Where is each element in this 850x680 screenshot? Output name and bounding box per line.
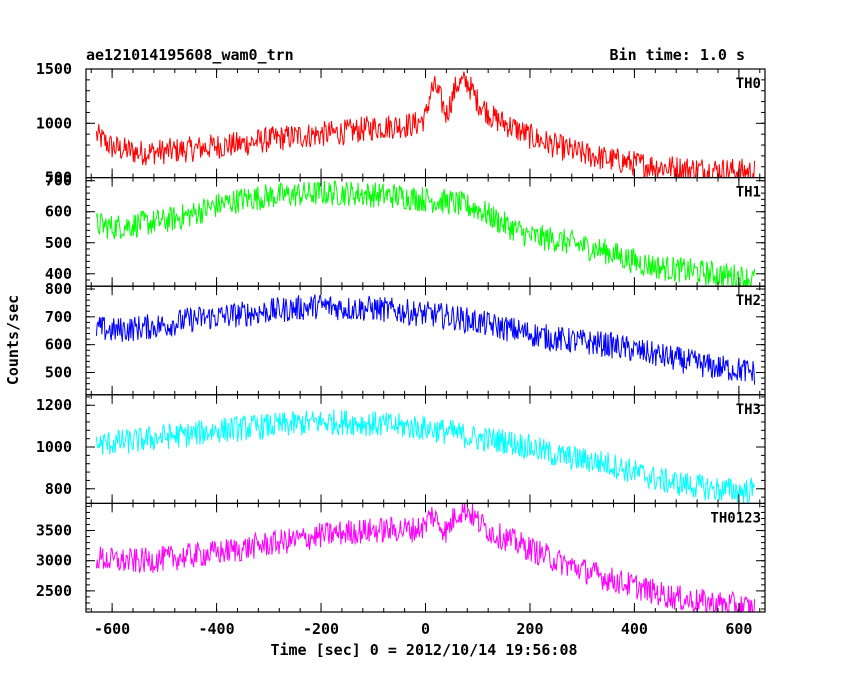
panel-label: TH1 [736,185,761,201]
y-tick-label: 500 [45,234,72,252]
y-tick-label: 800 [45,480,72,498]
y-tick-label: 600 [45,336,72,354]
y-tick-label: 1000 [36,438,72,456]
y-tick-label: 500 [45,364,72,382]
y-tick-label: 600 [45,203,72,221]
panel-th1: 400 500 600 700 TH1 [45,172,766,287]
panel-frame [85,285,766,396]
x-tick-label: -400 [199,620,235,638]
x-tick-label: -600 [94,620,130,638]
panel-label: TH3 [736,402,761,418]
series-line-th1 [95,180,756,287]
panel-frame [85,68,766,179]
x-axis-label: Time [sec] 0 = 2012/10/14 19:56:08 [270,641,577,659]
y-tick-label: 1000 [36,114,72,132]
y-tick-label: 1200 [36,396,72,414]
y-tick-label: 3000 [36,552,72,570]
series-line-th0 [95,71,756,178]
x-tick-label: 600 [725,620,752,638]
y-tick-label: 700 [45,308,72,326]
panel-frame [85,177,766,287]
panels-group: 500 1000 1500 TH0 400 500 600 700 TH1 500 600 700 80… [36,60,766,638]
y-tick-label: 3500 [36,522,72,540]
y-tick-label: 2500 [36,582,72,600]
panel-th3: 800 1000 1200 TH3 [36,394,766,504]
x-tick-label: 200 [516,620,543,638]
y-tick-label: 800 [45,280,72,298]
panel-frame [85,502,766,613]
y-axis-label: Counts/sec [4,295,22,385]
panel-th0123: 2500 3000 3500 TH0123 -600 -400 -200 0 200 400 600 [36,502,766,638]
panel-label: TH0 [736,76,761,92]
panel-label: TH0123 [710,510,761,526]
chart-title: ae121014195608_wam0_trn [86,46,294,64]
bin-time-label: Bin time: 1.0 s [610,46,745,64]
x-tick-label: -200 [303,620,339,638]
panel-label: TH2 [736,293,761,309]
y-tick-label: 1500 [36,60,72,78]
y-tick-label: 700 [45,172,72,190]
y-tick-label: 500 [45,169,72,187]
panel-th0: 500 1000 1500 TH0 [36,60,766,187]
y-tick-label: 400 [45,265,72,283]
series-line-th0123 [95,503,756,612]
series-line-th2 [95,294,756,385]
series-line-th3 [95,409,756,504]
panel-th2: 500 600 700 800 TH2 [45,280,766,396]
x-tick-label: 400 [621,620,648,638]
x-tick-label: 0 [421,620,430,638]
